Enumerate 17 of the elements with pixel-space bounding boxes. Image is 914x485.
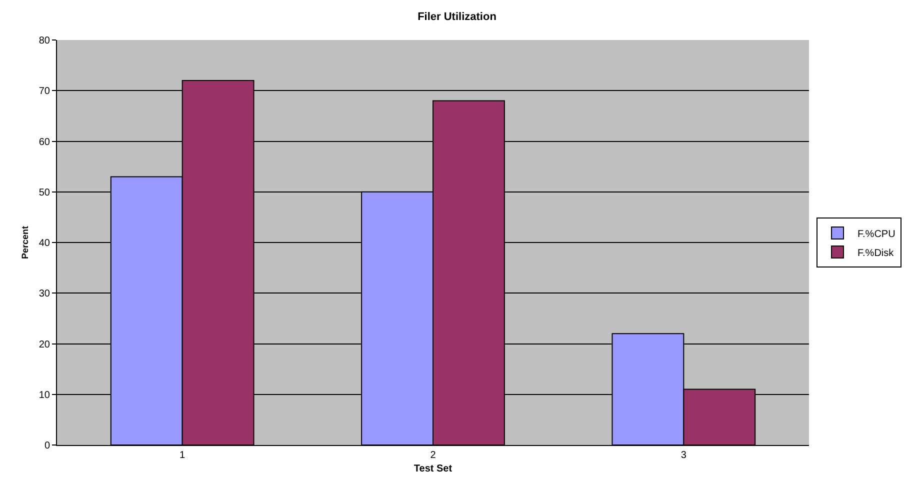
y-tick-label: 10: [38, 390, 50, 401]
legend-label: F.%Disk: [858, 248, 895, 259]
y-tick-label: 50: [38, 187, 50, 198]
y-tick-label: 20: [38, 339, 50, 350]
x-tick-label: 3: [680, 450, 687, 461]
y-tick-label: 70: [38, 86, 50, 98]
y-axis-title: Percent: [20, 226, 30, 260]
y-tick-label: 30: [38, 288, 50, 300]
x-axis-title: Test Set: [414, 464, 453, 474]
y-tick-label: 40: [38, 238, 50, 249]
y-tick-label: 0: [44, 440, 50, 452]
x-tick-label: 1: [180, 450, 186, 461]
x-tick-label: 2: [430, 450, 436, 461]
legend-label: F.%CPU: [858, 228, 896, 240]
chart-title: Filer Utilization: [418, 10, 497, 23]
y-tick-label: 80: [38, 36, 50, 46]
y-tick-label: 60: [38, 136, 50, 148]
